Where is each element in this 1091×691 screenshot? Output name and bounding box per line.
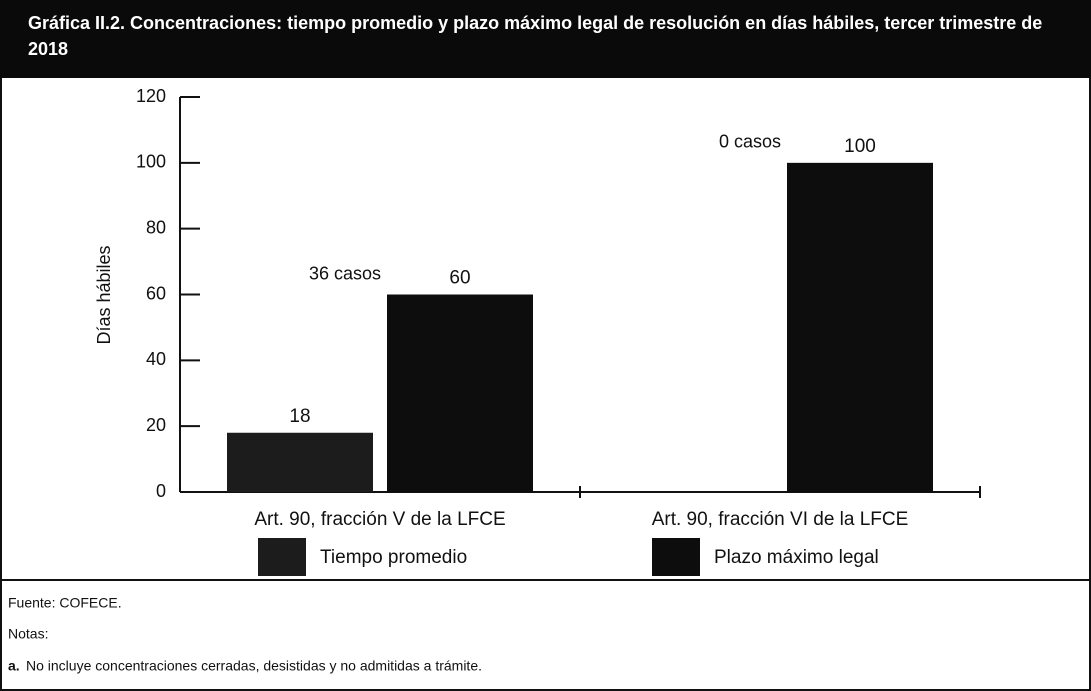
notes-label: Notas: [8,626,48,642]
source: Fuente: COFECE. [8,595,122,611]
y-tick-label: 100 [136,152,166,172]
y-tick-label: 40 [146,349,166,369]
value-label: 60 [449,268,470,289]
title-box: Gráfica II.2. Concentraciones: tiempo pr… [28,13,1043,59]
note-text: No incluye concentraciones cerradas, des… [26,658,482,674]
y-tick-label: 20 [146,415,166,435]
legend-swatch [258,538,306,576]
value-label: 18 [289,406,310,427]
y-tick-label: 120 [136,86,166,106]
legend-swatch [652,538,700,576]
y-axis-label: Días hábiles [94,245,114,344]
note-marker: a. [8,658,20,674]
chart-title: Gráfica II.2. Concentraciones: tiempo pr… [28,13,1043,59]
y-tick-label: 80 [146,217,166,237]
annotation: 36 casos [309,263,381,283]
value-label: 100 [844,136,876,157]
bar [787,162,933,493]
bar [387,294,533,492]
annotation: 0 casos [719,132,781,152]
y-tick-label: 60 [146,283,166,303]
y-tick-label: 0 [156,481,166,501]
legend-label: Plazo máximo legal [714,547,879,568]
x-tick-label: Art. 90, fracción VI de la LFCE [652,509,909,530]
title-bar [0,0,1091,78]
legend-label: Tiempo promedio [320,547,467,568]
x-tick-label: Art. 90, fracción V de la LFCE [254,509,505,530]
bar [227,432,373,492]
